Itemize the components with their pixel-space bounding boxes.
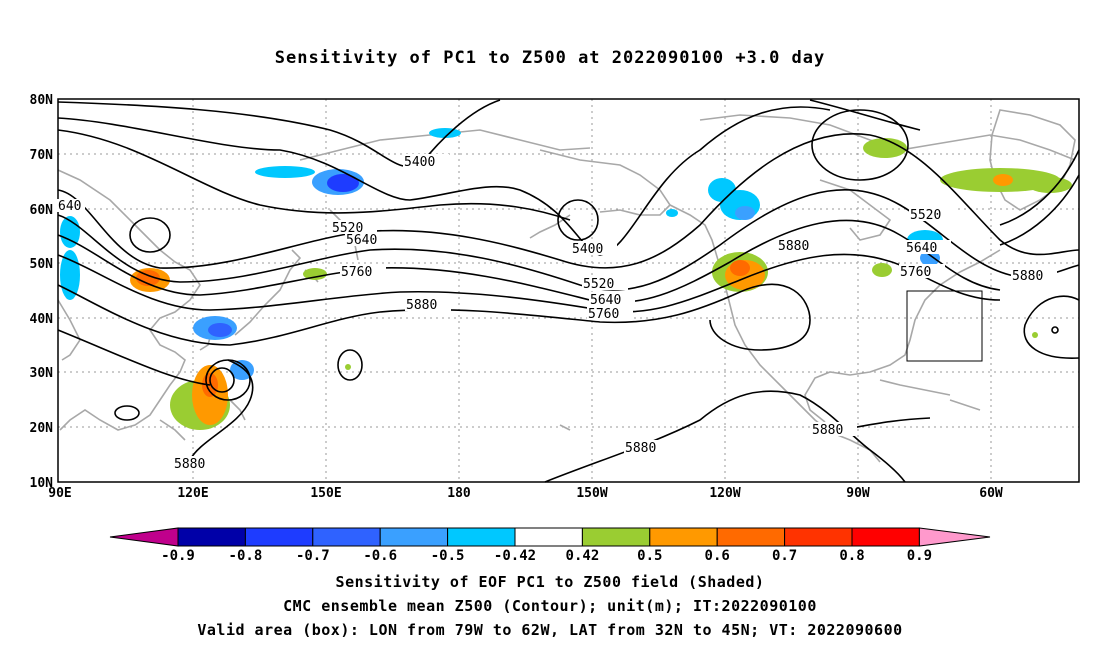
lat-label: 40N: [30, 312, 54, 327]
colorbar-swatch: [716, 527, 786, 547]
lat-label: 70N: [30, 148, 54, 163]
contour-label: 5640: [346, 233, 377, 248]
contour-label: 5760: [588, 307, 619, 322]
colorbar-label: 0.42: [566, 548, 600, 564]
contour-label: 5880: [625, 441, 656, 456]
lon-label: 120W: [709, 486, 740, 501]
contour-label: 5400: [572, 242, 603, 257]
valid-area-box: [906, 290, 983, 362]
colorbar-swatch: [244, 527, 314, 547]
sensitivity-shading: [60, 128, 1072, 430]
lat-label: 80N: [30, 93, 54, 108]
caption-contour: CMC ensemble mean Z500 (Contour); unit(m…: [283, 597, 817, 615]
lat-label: 20N: [30, 421, 54, 436]
contour-label: 5760: [341, 265, 372, 280]
colorbar-swatch: [379, 527, 449, 547]
colorbar-swatch: [918, 527, 991, 547]
latitude-labels: 80N 70N 60N 50N 40N 30N 20N 10N: [30, 93, 54, 491]
colorbar-swatch: [177, 527, 246, 547]
caption-valid-area: Valid area (box): LON from 79W to 62W, L…: [197, 621, 903, 639]
colorbar-label: 0.6: [705, 548, 730, 564]
colorbar-label: -0.9: [161, 548, 195, 564]
colorbar-swatch: [109, 527, 179, 547]
colorbar-swatch: [312, 527, 381, 547]
colorbar-label: 0.9: [907, 548, 932, 564]
colorbar-label: 0.7: [772, 548, 797, 564]
contour-label: 640: [58, 199, 81, 214]
colorbar-label: -0.7: [296, 548, 330, 564]
lon-label: 90E: [48, 486, 71, 501]
contour-label: 5640: [590, 293, 621, 308]
contour-label: 5760: [900, 265, 931, 280]
lat-label: 50N: [30, 257, 54, 272]
lon-label: 180: [447, 486, 471, 501]
colorbar: [109, 527, 991, 547]
lat-label: 30N: [30, 366, 54, 381]
contour-label: 5640: [906, 241, 937, 256]
colorbar-label: -0.8: [229, 548, 263, 564]
contour-labels: 640 5400 5520 5640 5760 5880 5400 5520 5…: [57, 154, 1057, 472]
lat-label: 60N: [30, 203, 54, 218]
map-frame: [57, 98, 1080, 483]
colorbar-swatch: [447, 527, 516, 547]
colorbar-swatch: [649, 527, 718, 547]
lon-label: 150E: [310, 486, 341, 501]
contour-label: 5520: [583, 277, 614, 292]
colorbar-label: -0.42: [494, 548, 536, 564]
lon-label: 150W: [576, 486, 607, 501]
lon-label: 60W: [979, 486, 1003, 501]
contour-label: 5520: [910, 208, 941, 223]
contour-label: 5880: [812, 423, 843, 438]
colorbar-swatch: [581, 527, 651, 547]
map-title: Sensitivity of PC1 to Z500 at 2022090100…: [274, 48, 826, 68]
colorbar-swatch: [514, 527, 583, 547]
colorbar-swatch: [784, 527, 853, 547]
colorbar-labels: -0.9 -0.8 -0.7 -0.6 -0.5 -0.42 0.42 0.5 …: [161, 548, 932, 564]
colorbar-label: 0.5: [637, 548, 662, 564]
colorbar-swatch: [851, 527, 920, 547]
colorbar-label: -0.5: [431, 548, 465, 564]
contour-label: 5880: [1012, 269, 1043, 284]
contour-label: 5880: [778, 239, 809, 254]
contour-label: 5400: [404, 155, 435, 170]
lat-label: 10N: [30, 476, 54, 491]
colorbar-label: 0.8: [839, 548, 864, 564]
caption-shaded: Sensitivity of EOF PC1 to Z500 field (Sh…: [335, 573, 765, 591]
contour-label: 5880: [406, 298, 437, 313]
contour-label: 5880: [174, 457, 205, 472]
lon-label: 90W: [846, 486, 870, 501]
colorbar-label: -0.6: [363, 548, 397, 564]
longitude-labels: 90E 120E 150E 180 150W 120W 90W 60W: [48, 486, 1003, 501]
lon-label: 120E: [177, 486, 208, 501]
